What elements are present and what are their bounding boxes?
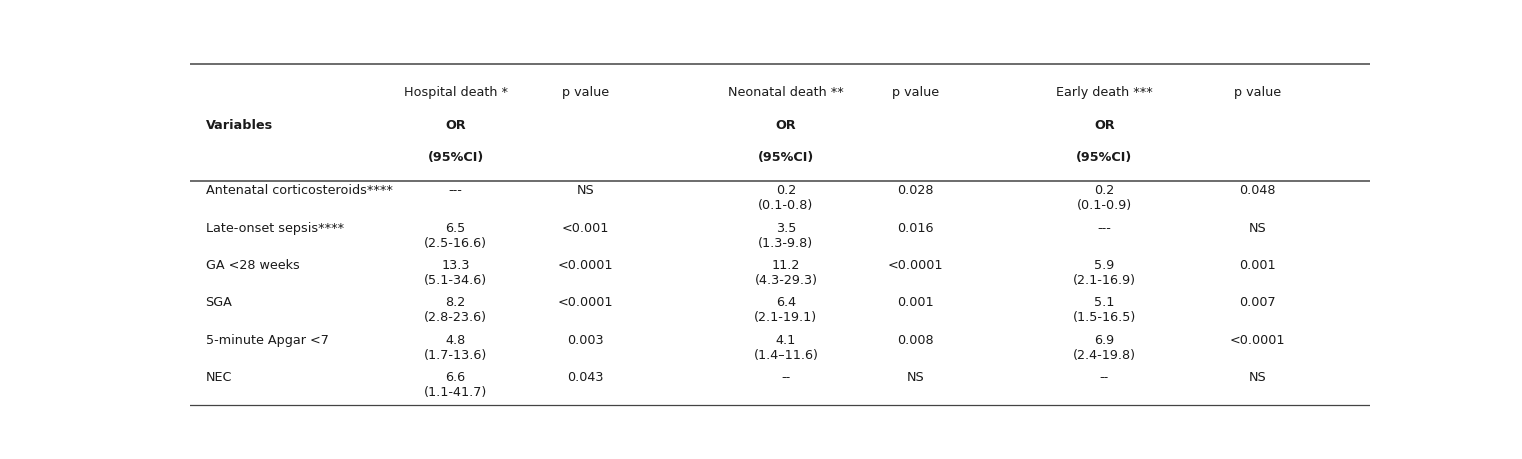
- Text: p value: p value: [892, 86, 939, 99]
- Text: <0.0001: <0.0001: [557, 297, 613, 309]
- Text: 5.9: 5.9: [1094, 259, 1114, 272]
- Text: (5.1-34.6): (5.1-34.6): [425, 274, 487, 287]
- Text: ---: ---: [449, 184, 463, 197]
- Text: <0.0001: <0.0001: [557, 259, 613, 272]
- Text: 5-minute Apgar <7: 5-minute Apgar <7: [205, 334, 329, 347]
- Text: 0.043: 0.043: [568, 371, 604, 384]
- Text: (1.7-13.6): (1.7-13.6): [425, 349, 487, 362]
- Text: (95%CI): (95%CI): [1076, 151, 1132, 164]
- Text: (95%CI): (95%CI): [758, 151, 814, 164]
- Text: 4.8: 4.8: [446, 334, 466, 347]
- Text: (2.1-19.1): (2.1-19.1): [755, 311, 817, 325]
- Text: 0.001: 0.001: [898, 297, 935, 309]
- Text: (2.4-19.8): (2.4-19.8): [1073, 349, 1135, 362]
- Text: 0.001: 0.001: [1239, 259, 1275, 272]
- Text: Early death ***: Early death ***: [1056, 86, 1152, 99]
- Text: --: --: [1100, 371, 1110, 384]
- Text: (0.1-0.9): (0.1-0.9): [1078, 199, 1132, 212]
- Text: 11.2: 11.2: [772, 259, 801, 272]
- Text: Variables: Variables: [205, 119, 272, 132]
- Text: (2.8-23.6): (2.8-23.6): [425, 311, 487, 325]
- Text: 3.5: 3.5: [776, 222, 796, 235]
- Text: --: --: [781, 371, 790, 384]
- Text: p value: p value: [1234, 86, 1282, 99]
- Text: 0.048: 0.048: [1239, 184, 1275, 197]
- Text: Antenatal corticosteroids****: Antenatal corticosteroids****: [205, 184, 393, 197]
- Text: <0.001: <0.001: [562, 222, 609, 235]
- Text: OR: OR: [1094, 119, 1114, 132]
- Text: Neonatal death **: Neonatal death **: [728, 86, 843, 99]
- Text: ---: ---: [1097, 222, 1111, 235]
- Text: 0.003: 0.003: [568, 334, 604, 347]
- Text: OR: OR: [776, 119, 796, 132]
- Text: (2.1-16.9): (2.1-16.9): [1073, 274, 1135, 287]
- Text: (1.3-9.8): (1.3-9.8): [758, 236, 813, 250]
- Text: NS: NS: [577, 184, 594, 197]
- Text: 0.2: 0.2: [1094, 184, 1114, 197]
- Text: 6.5: 6.5: [446, 222, 466, 235]
- Text: OR: OR: [446, 119, 466, 132]
- Text: (95%CI): (95%CI): [428, 151, 484, 164]
- Text: NS: NS: [1250, 371, 1266, 384]
- Text: (0.1-0.8): (0.1-0.8): [758, 199, 814, 212]
- Text: 8.2: 8.2: [446, 297, 466, 309]
- Text: (1.4–11.6): (1.4–11.6): [753, 349, 819, 362]
- Text: 6.4: 6.4: [776, 297, 796, 309]
- Text: NS: NS: [1250, 222, 1266, 235]
- Text: 0.2: 0.2: [776, 184, 796, 197]
- Text: Hospital death *: Hospital death *: [403, 86, 508, 99]
- Text: Late-onset sepsis****: Late-onset sepsis****: [205, 222, 344, 235]
- Text: 0.028: 0.028: [898, 184, 935, 197]
- Text: 6.9: 6.9: [1094, 334, 1114, 347]
- Text: 0.016: 0.016: [898, 222, 935, 235]
- Text: 0.007: 0.007: [1239, 297, 1275, 309]
- Text: GA <28 weeks: GA <28 weeks: [205, 259, 300, 272]
- Text: SGA: SGA: [205, 297, 233, 309]
- Text: <0.0001: <0.0001: [887, 259, 944, 272]
- Text: 0.008: 0.008: [898, 334, 935, 347]
- Text: (4.3-29.3): (4.3-29.3): [755, 274, 817, 287]
- Text: 6.6: 6.6: [446, 371, 466, 384]
- Text: (1.1-41.7): (1.1-41.7): [425, 386, 487, 399]
- Text: (1.5-16.5): (1.5-16.5): [1073, 311, 1135, 325]
- Text: NEC: NEC: [205, 371, 231, 384]
- Text: 4.1: 4.1: [776, 334, 796, 347]
- Text: <0.0001: <0.0001: [1230, 334, 1286, 347]
- Text: 13.3: 13.3: [441, 259, 470, 272]
- Text: NS: NS: [907, 371, 924, 384]
- Text: p value: p value: [562, 86, 609, 99]
- Text: 5.1: 5.1: [1094, 297, 1114, 309]
- Text: (2.5-16.6): (2.5-16.6): [425, 236, 487, 250]
